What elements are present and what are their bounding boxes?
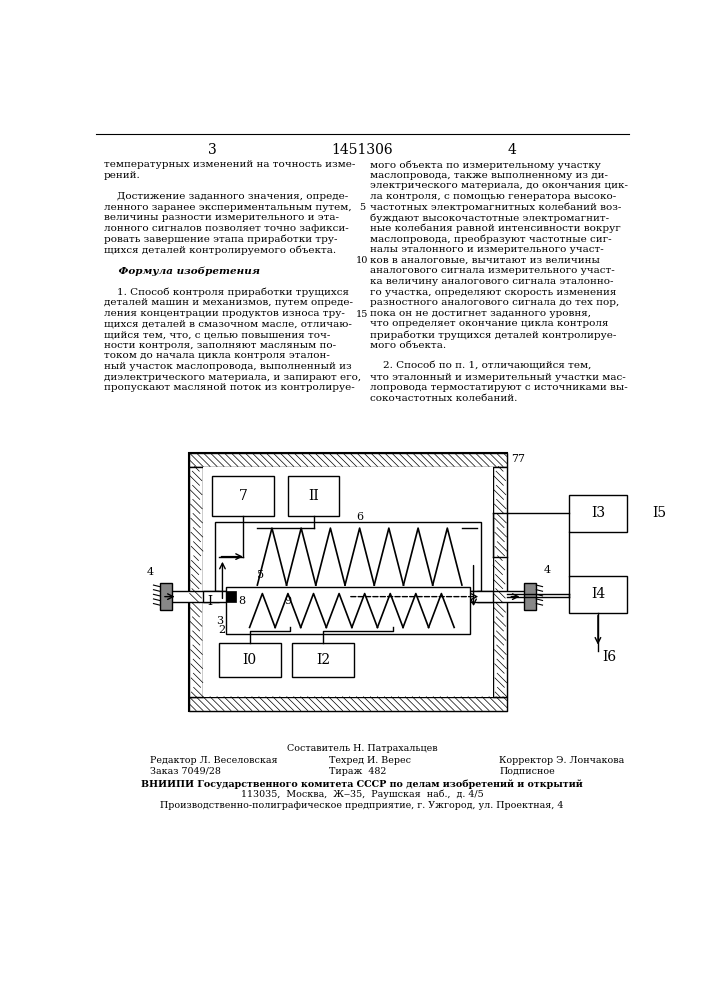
Bar [288,476,339,516]
Text: щихся деталей в смазочном масле, отличаю-: щихся деталей в смазочном масле, отличаю… [104,319,352,328]
Text: Техред И. Верес: Техред И. Верес [329,756,411,765]
Text: ков в аналоговые, вычитают из величины: ков в аналоговые, вычитают из величины [370,256,600,265]
Text: ленного заранее экспериментальным путем,: ленного заранее экспериментальным путем, [104,203,351,212]
Text: Формула изобретения: Формула изобретения [104,266,260,276]
Text: I6: I6 [602,650,616,664]
Bar [569,576,627,613]
Bar [218,643,281,677]
Text: щийся тем, что, с целью повышения точ-: щийся тем, что, с целью повышения точ- [104,330,330,339]
Text: ный участок маслопровода, выполненный из: ный участок маслопровода, выполненный из [104,362,351,371]
Bar [226,591,235,602]
Text: 7: 7 [239,489,248,503]
Text: электрического материала, до окончания цик-: электрического материала, до окончания ц… [370,181,628,190]
Text: лонного сигналов позволяет точно зафикси-: лонного сигналов позволяет точно зафикси… [104,224,349,233]
Bar [524,583,537,610]
Text: 4: 4 [544,565,551,575]
Text: пропускают масляной поток из контролируе-: пропускают масляной поток из контролируе… [104,383,355,392]
Bar [292,643,354,677]
Bar [189,453,507,466]
Text: величины разности измерительного и эта-: величины разности измерительного и эта- [104,213,339,222]
Text: 4: 4 [508,143,517,157]
Text: I0: I0 [243,653,257,667]
Text: 6: 6 [356,512,363,522]
Text: деталей машин и механизмов, путем опреде-: деталей машин и механизмов, путем опреде… [104,298,353,307]
Text: II: II [308,489,319,503]
Text: рений.: рений. [104,171,141,180]
Text: Подписное: Подписное [499,767,555,776]
Text: Редактор Л. Веселовская: Редактор Л. Веселовская [151,756,278,765]
Text: 5: 5 [257,570,264,580]
Text: Производственно-полиграфическое предприятие, г. Ужгород, ул. Проектная, 4: Производственно-полиграфическое предприя… [160,801,563,810]
Bar [215,522,481,591]
Text: ровать завершение этапа приработки тру-: ровать завершение этапа приработки тру- [104,234,337,244]
Text: го участка, определяют скорость изменения: го участка, определяют скорость изменени… [370,288,616,297]
Text: 4: 4 [147,567,154,577]
Bar [493,466,507,697]
Text: частотных электромагнитных колебаний воз-: частотных электромагнитных колебаний воз… [370,203,621,212]
Bar [160,583,172,610]
Text: сокочастотных колебаний.: сокочастотных колебаний. [370,394,517,403]
Text: током до начала цикла контроля эталон-: током до начала цикла контроля эталон- [104,351,329,360]
Text: ка величину аналогового сигнала эталонно-: ка величину аналогового сигнала эталонно… [370,277,613,286]
Text: лопровода термостатируют с источниками вы-: лопровода термостатируют с источниками в… [370,383,627,392]
Text: что эталонный и измерительный участки мас-: что эталонный и измерительный участки ма… [370,373,626,382]
Text: Тираж  482: Тираж 482 [329,767,386,776]
Text: Составитель Н. Патрахальцев: Составитель Н. Патрахальцев [286,744,437,753]
Text: аналогового сигнала измерительного участ-: аналогового сигнала измерительного участ… [370,266,614,275]
Text: 10: 10 [356,256,368,265]
Text: 1451306: 1451306 [331,143,393,157]
Text: 15: 15 [356,310,368,319]
Text: что определяет окончание цикла контроля: что определяет окончание цикла контроля [370,319,608,328]
Text: ления концентрации продуктов износа тру-: ления концентрации продуктов износа тру- [104,309,345,318]
Text: 8: 8 [238,596,246,606]
Text: температурных изменений на точность изме-: температурных изменений на точность изме… [104,160,355,169]
Text: мого объекта по измерительному участку: мого объекта по измерительному участку [370,160,600,170]
Text: разностного аналогового сигнала до тех пор,: разностного аналогового сигнала до тех п… [370,298,619,307]
Bar [212,476,274,516]
Text: 2: 2 [218,625,226,635]
Text: I2: I2 [316,653,330,667]
Text: I: I [207,595,212,608]
Text: маслопровода, преобразуют частотные сиг-: маслопровода, преобразуют частотные сиг- [370,234,612,244]
Text: Достижение заданного значения, опреде-: Достижение заданного значения, опреде- [104,192,348,201]
Bar [162,591,218,602]
Text: 2. Способ по п. 1, отличающийся тем,: 2. Способ по п. 1, отличающийся тем, [370,362,591,371]
Bar [189,466,203,697]
Bar [477,591,534,602]
Text: 3: 3 [216,616,223,626]
Text: мого объекта.: мого объекта. [370,341,446,350]
Bar [203,466,493,697]
Text: ности контроля, заполняют масляным по-: ности контроля, заполняют масляным по- [104,341,336,350]
Text: налы эталонного и измерительного участ-: налы эталонного и измерительного участ- [370,245,604,254]
Text: маслопровода, также выполненному из ди-: маслопровода, также выполненному из ди- [370,171,608,180]
Text: буждают высокочастотные электромагнит-: буждают высокочастотные электромагнит- [370,213,609,223]
Text: ВНИИПИ Государственного комитета СССР по делам изобретений и открытий: ВНИИПИ Государственного комитета СССР по… [141,779,583,789]
Text: Заказ 7049/28: Заказ 7049/28 [151,767,221,776]
Bar [203,591,493,602]
Text: 5: 5 [359,203,365,212]
Text: 3: 3 [208,143,217,157]
Text: приработки трущихся деталей контролируе-: приработки трущихся деталей контролируе- [370,330,616,340]
Text: пока он не достигнет заданного уровня,: пока он не достигнет заданного уровня, [370,309,591,318]
Text: 113035,  Москва,  Ж‒35,  Раушская  наб.,  д. 4/5: 113035, Москва, Ж‒35, Раушская наб., д. … [240,790,484,799]
Bar [569,495,627,532]
Bar [189,697,507,711]
Text: I4: I4 [591,587,605,601]
Text: 9: 9 [284,596,291,606]
Bar [189,453,507,711]
Text: щихся деталей контролируемого объекта.: щихся деталей контролируемого объекта. [104,245,336,255]
Text: Корректор Э. Лончакова: Корректор Э. Лончакова [499,756,624,765]
Text: I5: I5 [652,506,666,520]
Text: ла контроля, с помощью генератора высоко-: ла контроля, с помощью генератора высоко… [370,192,616,201]
Text: 1. Способ контроля приработки трущихся: 1. Способ контроля приработки трущихся [104,288,349,297]
Text: 77: 77 [510,454,525,464]
Text: диэлектрического материала, и запирают его,: диэлектрического материала, и запирают е… [104,373,361,382]
Text: ные колебания равной интенсивности вокруг: ные колебания равной интенсивности вокру… [370,224,621,233]
Text: I3: I3 [591,506,605,520]
Bar [226,587,469,634]
